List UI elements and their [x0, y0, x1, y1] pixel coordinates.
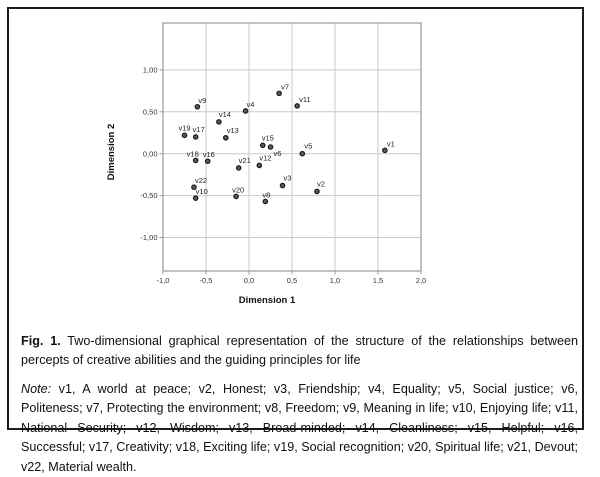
- point-label-v18: v18: [187, 149, 199, 158]
- point-label-v17: v17: [193, 125, 205, 134]
- data-point-v6: [267, 144, 274, 150]
- point-label-v21: v21: [239, 156, 251, 165]
- data-point-v10: [192, 195, 199, 201]
- data-point-v5: [299, 150, 306, 157]
- point-label-v8: v8: [262, 190, 270, 199]
- point-label-v10: v10: [196, 187, 208, 196]
- x-tick-label: 0,0: [244, 276, 254, 285]
- y-axis-title: Dimension 2: [106, 124, 117, 181]
- point-label-v13: v13: [227, 126, 239, 135]
- figure-note-label: Note:: [21, 381, 52, 396]
- x-axis-title: Dimension 1: [239, 295, 296, 306]
- data-point-v16: [204, 158, 211, 165]
- point-label-v11: v11: [299, 95, 311, 104]
- figure-caption: Fig. 1. Two-dimensional graphical repres…: [21, 332, 578, 371]
- point-label-v20: v20: [232, 185, 244, 194]
- data-point-v22: [191, 184, 197, 191]
- point-label-v14: v14: [219, 110, 231, 119]
- figure-caption-label: Fig. 1.: [21, 333, 61, 348]
- data-point-v9: [194, 103, 201, 110]
- data-point-v12: [256, 162, 263, 169]
- point-label-v9: v9: [198, 96, 206, 105]
- point-label-v3: v3: [284, 174, 292, 183]
- y-tick-label: -0,50: [140, 191, 157, 200]
- figure-note-text: v1, A world at peace; v2, Honest; v3, Fr…: [21, 381, 578, 474]
- data-point-v8: [262, 198, 269, 205]
- point-label-v7: v7: [281, 82, 289, 91]
- data-point-v13: [222, 134, 229, 141]
- data-point-v19: [181, 132, 188, 139]
- x-tick-label: -0,5: [200, 276, 213, 285]
- x-tick-label: 1,5: [373, 276, 383, 285]
- data-point-v4: [242, 108, 249, 114]
- x-tick-label: 1,0: [330, 276, 340, 285]
- x-tick-label: 2,0: [416, 276, 426, 285]
- y-tick-label: 1,00: [143, 66, 158, 75]
- data-point-v15: [259, 142, 266, 149]
- scatter-plot: -1,0 -0,5 0,0 0,5 1,0 1,5 2,0 1,00 0,50 0,00 -0,50…: [106, 22, 426, 306]
- point-label-v16: v16: [203, 150, 215, 159]
- data-point-v1: [382, 147, 388, 154]
- point-label-v1: v1: [387, 139, 395, 148]
- data-point-v3: [279, 182, 286, 189]
- data-point-v11: [294, 103, 300, 109]
- point-label-v5: v5: [304, 142, 312, 151]
- scatter-plot-container: -1,0 -0,5 0,0 0,5 1,0 1,5 2,0 1,00 0,50 0,00 -0,50…: [106, 22, 426, 306]
- data-point-v18: [192, 157, 199, 164]
- y-tick-label: 0,00: [143, 149, 158, 158]
- point-label-v6: v6: [274, 149, 282, 158]
- point-label-v19: v19: [179, 123, 191, 132]
- point-label-v22: v22: [195, 176, 207, 185]
- y-tick-label: 0,50: [143, 107, 158, 116]
- point-label-v15: v15: [262, 133, 274, 142]
- figure-caption-text: Two-dimensional graphical representation…: [21, 333, 578, 368]
- data-point-v7: [276, 90, 282, 97]
- data-point-v17: [192, 134, 199, 140]
- figure-outer-border: [7, 7, 584, 430]
- x-tick-label: 0,5: [287, 276, 297, 285]
- point-label-v12: v12: [259, 153, 271, 162]
- point-label-v4: v4: [247, 100, 255, 109]
- data-point-v20: [233, 193, 239, 200]
- point-label-v2: v2: [317, 179, 325, 188]
- x-tick-label: -1,0: [157, 276, 170, 285]
- data-point-v2: [314, 188, 320, 195]
- y-tick-label: -1,00: [140, 233, 157, 242]
- data-point-v14: [216, 119, 222, 125]
- data-point-v21: [235, 165, 242, 171]
- figure-note: Note: v1, A world at peace; v2, Honest; …: [21, 380, 578, 477]
